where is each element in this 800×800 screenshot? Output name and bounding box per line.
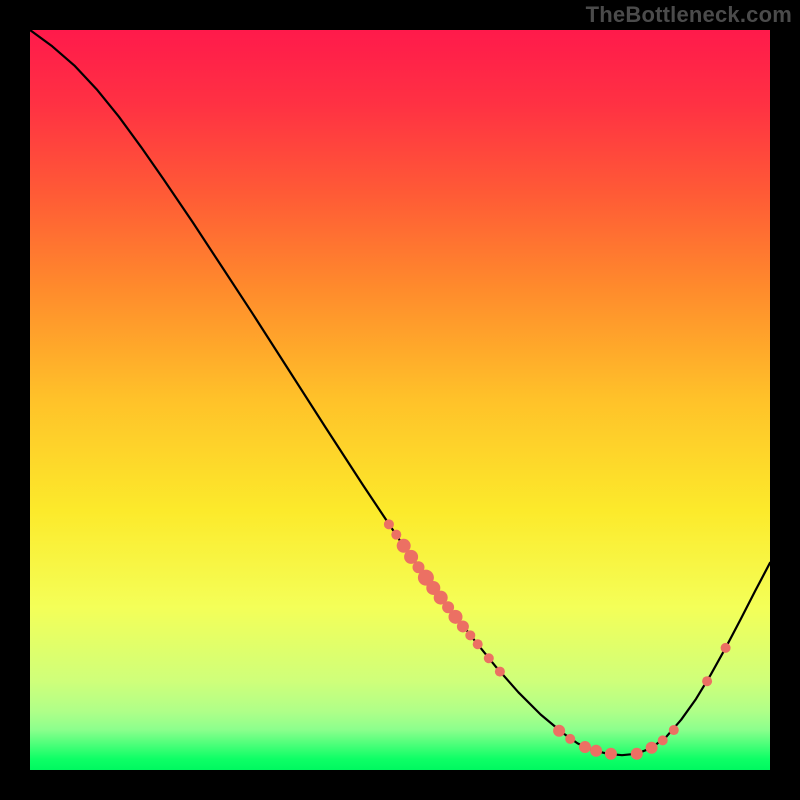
- data-marker: [579, 741, 591, 753]
- curve-overlay: [30, 30, 770, 770]
- data-marker: [605, 748, 617, 760]
- data-marker: [721, 643, 731, 653]
- data-marker: [404, 550, 418, 564]
- data-marker: [669, 725, 679, 735]
- data-marker: [565, 734, 575, 744]
- data-marker: [631, 748, 643, 760]
- data-marker: [702, 676, 712, 686]
- data-marker: [646, 742, 658, 754]
- plot-area: [30, 30, 770, 770]
- data-marker: [391, 530, 401, 540]
- watermark-label: TheBottleneck.com: [586, 2, 792, 28]
- chart-frame: TheBottleneck.com: [0, 0, 800, 800]
- bottleneck-curve: [30, 30, 770, 755]
- data-marker: [495, 667, 505, 677]
- data-marker: [553, 725, 565, 737]
- data-marker: [658, 735, 668, 745]
- data-marker: [465, 630, 475, 640]
- data-marker: [457, 620, 469, 632]
- data-marker: [473, 639, 483, 649]
- data-marker: [590, 745, 602, 757]
- data-marker: [384, 519, 394, 529]
- data-marker: [484, 653, 494, 663]
